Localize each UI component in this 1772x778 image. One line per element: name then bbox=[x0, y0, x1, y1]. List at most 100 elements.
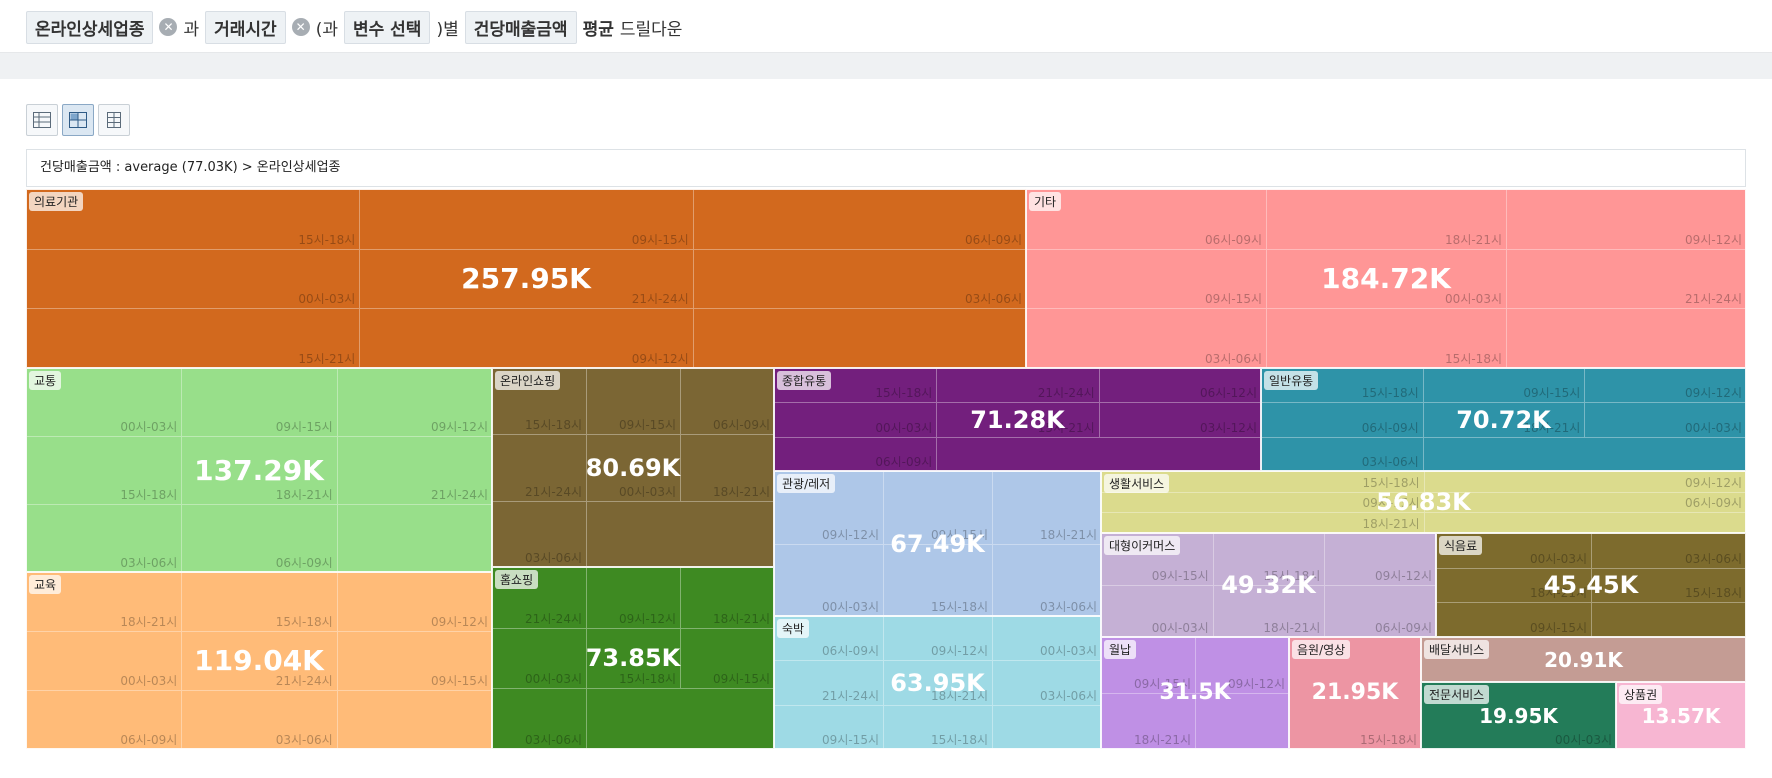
treemap-subcell[interactable]: 09시-15시 bbox=[681, 629, 773, 690]
treemap-cell-일반유통[interactable]: 15시-18시 09시-15시 09시-12시 06시-09시 18시-21시 00시-0… bbox=[1261, 368, 1746, 471]
treemap-subcell[interactable]: 03시-06시 bbox=[182, 691, 338, 748]
treemap-subcell[interactable]: 15시-18시 bbox=[775, 369, 938, 404]
treemap-subcell[interactable]: 03시-06시 bbox=[1027, 309, 1267, 367]
treemap-cell-교육[interactable]: 18시-21시 15시-18시 09시-12시 00시-03시 21시-24시 09시-1… bbox=[26, 572, 492, 749]
treemap-subcell[interactable]: 15시-18시 bbox=[1267, 309, 1507, 367]
remove-industry-icon[interactable]: ✕ bbox=[159, 18, 178, 36]
table-view-button[interactable] bbox=[26, 104, 58, 136]
treemap-subcell[interactable]: 00시-03시 bbox=[1585, 403, 1745, 438]
treemap-subcell[interactable]: 09시-12시 bbox=[884, 617, 993, 662]
treemap-subcell[interactable]: 18시-21시 bbox=[1214, 586, 1326, 636]
treemap-subcell[interactable]: 06시-09시 bbox=[775, 617, 884, 662]
treemap-subcell[interactable]: 09시-12시 bbox=[360, 309, 694, 367]
treemap-subcell[interactable]: 09시-15시 bbox=[1027, 249, 1267, 310]
treemap-cell-음원-영상[interactable]: 15시-18시 음원/영상 21.95K bbox=[1289, 637, 1421, 749]
treemap-subcell[interactable]: 18시-21시 bbox=[993, 472, 1100, 545]
treemap-cell-상품권[interactable]: 상품권 13.57K bbox=[1616, 682, 1746, 749]
treemap-subcell[interactable]: 03시-12시 bbox=[1099, 403, 1260, 438]
treemap-subcell[interactable]: 18시-21시 bbox=[884, 661, 993, 706]
treemap-subcell[interactable]: 09시-12시 bbox=[1196, 638, 1288, 694]
treemap-cell-관광-레저[interactable]: 09시-12시 09시-15시 18시-21시 00시-03시 15시-18시 03시-0… bbox=[774, 471, 1101, 616]
treemap-subcell[interactable]: 06시-09시 bbox=[1027, 190, 1267, 250]
treemap-subcell[interactable]: 21시-24시 bbox=[182, 632, 338, 691]
treemap-cell-숙박[interactable]: 06시-09시 09시-12시 00시-03시 21시-24시 18시-21시 03시-0… bbox=[774, 616, 1101, 749]
treemap-subcell[interactable]: 09시-12시 bbox=[337, 369, 491, 437]
treemap-subcell[interactable]: 21시-24시 bbox=[1507, 250, 1745, 310]
treemap-subcell[interactable]: 15시-18시 bbox=[1290, 638, 1420, 748]
treemap-subcell[interactable]: 03시-06시 bbox=[993, 661, 1100, 706]
treemap-subcell[interactable]: 21시-24시 bbox=[337, 437, 491, 505]
metric-chip[interactable]: 건당매출금액 bbox=[464, 10, 577, 44]
treemap-subcell[interactable]: 06시-09시 bbox=[775, 437, 938, 470]
treemap-subcell[interactable]: 15시-18시 bbox=[884, 705, 993, 748]
treemap-subcell[interactable]: 15시-18시 bbox=[1213, 534, 1326, 586]
treemap-subcell[interactable]: 00시-03시 bbox=[1422, 683, 1615, 748]
treemap-subcell[interactable]: 18시-21시 bbox=[1423, 403, 1586, 438]
treemap-cell-기타[interactable]: 06시-09시 18시-21시 09시-12시 09시-15시 00시-03시 21시-2… bbox=[1026, 189, 1746, 368]
treemap-subcell[interactable]: 00시-03시 bbox=[775, 544, 884, 615]
treemap-cell-식음료[interactable]: 00시-03시 03시-06시 18시-21시 15시-18시 09시-15시 식음료 45… bbox=[1436, 533, 1746, 637]
treemap-subcell[interactable]: 00시-03시 bbox=[587, 435, 681, 502]
treemap-subcell[interactable]: 15시-18시 bbox=[1592, 569, 1745, 604]
treemap-cell-생활서비스[interactable]: 15시-18시 09시-12시 09시-15시 06시-09시 18시-21시 생활서비스… bbox=[1101, 471, 1746, 533]
treemap-subcell[interactable]: 06시-09시 bbox=[693, 190, 1025, 250]
treemap-subcell[interactable]: 09시-15시 bbox=[1102, 492, 1425, 514]
treemap-subcell[interactable]: 03시-06시 bbox=[493, 501, 587, 566]
treemap-subcell[interactable]: 09시-15시 bbox=[587, 369, 681, 436]
treemap-subcell[interactable]: 18시-21시 bbox=[27, 573, 183, 632]
treemap-subcell[interactable]: 18시-21시 bbox=[1102, 513, 1425, 532]
treemap-subcell[interactable]: 18시-21시 bbox=[1437, 568, 1592, 604]
grid-view-button[interactable] bbox=[98, 104, 130, 136]
treemap-subcell[interactable]: 03시-06시 bbox=[693, 250, 1025, 310]
treemap-subcell[interactable]: 00시-03시 bbox=[27, 249, 361, 310]
treemap-cell-의료기관[interactable]: 15시-18시 09시-15시 06시-09시 00시-03시 21시-24시 03시-0… bbox=[26, 189, 1026, 368]
treemap-subcell[interactable]: 09시-12시 bbox=[337, 573, 491, 632]
variable-select-chip[interactable]: 변수 선택 bbox=[343, 10, 431, 44]
treemap-subcell[interactable]: 09시-12시 bbox=[1325, 534, 1435, 586]
treemap-subcell[interactable]: 18시-21시 bbox=[1267, 190, 1507, 250]
treemap-subcell[interactable]: 06시-09시 bbox=[681, 369, 773, 436]
treemap-subcell[interactable]: 03시-06시 bbox=[27, 505, 183, 571]
treemap-subcell[interactable]: 00시-03시 bbox=[993, 617, 1100, 662]
remove-time-icon[interactable]: ✕ bbox=[291, 18, 310, 36]
treemap-subcell[interactable]: 21시-24시 bbox=[937, 369, 1100, 404]
treemap-subcell[interactable]: 00시-03시 bbox=[27, 632, 183, 691]
treemap-subcell[interactable]: 09시-12시 bbox=[1424, 472, 1745, 493]
treemap-subcell[interactable]: 06시-09시 bbox=[182, 505, 338, 571]
treemap-subcell[interactable]: 03시-06시 bbox=[493, 689, 587, 748]
treemap-view-button[interactable] bbox=[62, 104, 94, 136]
treemap-subcell[interactable]: 09시-15시 bbox=[1437, 603, 1592, 636]
treemap-subcell[interactable]: 00시-03시 bbox=[493, 628, 587, 690]
treemap-subcell[interactable]: 09시-15시 bbox=[182, 369, 338, 437]
treemap-subcell[interactable]: 06시-09시 bbox=[1325, 586, 1435, 636]
treemap-subcell[interactable]: 18시-21시 bbox=[1102, 694, 1196, 748]
treemap-subcell[interactable]: 09시-15시 bbox=[337, 632, 491, 691]
treemap-subcell[interactable]: 15시-18시 bbox=[182, 573, 338, 632]
treemap-cell-종합유통[interactable]: 15시-18시 21시-24시 06시-12시 00시-03시 15시-21시 03시-1… bbox=[774, 368, 1261, 471]
treemap-cell-전문서비스[interactable]: 00시-03시 전문서비스 19.95K bbox=[1421, 682, 1616, 749]
treemap-subcell[interactable]: 06시-09시 bbox=[1262, 403, 1424, 438]
treemap-subcell[interactable]: 09시-15시 bbox=[775, 705, 884, 748]
treemap-cell-대형이커머스[interactable]: 09시-15시 15시-18시 09시-12시 00시-03시 18시-21시 06시-0… bbox=[1101, 533, 1436, 637]
treemap-cell-월납[interactable]: 09시-15시 09시-12시 18시-21시 월납 31.5K bbox=[1101, 637, 1289, 749]
treemap-subcell[interactable]: 09시-12시 bbox=[775, 472, 884, 545]
treemap-subcell[interactable]: 15시-18시 bbox=[1262, 369, 1424, 404]
treemap-subcell[interactable]: 09시-12시 bbox=[1507, 190, 1745, 250]
treemap-cell-온라인쇼핑[interactable]: 15시-18시 09시-15시 06시-09시 21시-24시 00시-03시 18시-2… bbox=[492, 368, 774, 567]
treemap-subcell[interactable]: 03시-06시 bbox=[1262, 437, 1424, 470]
treemap-subcell[interactable]: 09시-15시 bbox=[360, 190, 694, 250]
treemap-subcell[interactable]: 18시-21시 bbox=[182, 437, 338, 505]
treemap-subcell[interactable]: 09시-12시 bbox=[587, 568, 681, 629]
treemap-subcell[interactable]: 00시-03시 bbox=[27, 369, 183, 437]
treemap-subcell[interactable]: 06시-09시 bbox=[1424, 493, 1745, 514]
treemap-subcell[interactable]: 00시-03시 bbox=[775, 403, 938, 438]
treemap-subcell[interactable]: 21시-24시 bbox=[775, 661, 884, 706]
treemap-subcell[interactable]: 18시-21시 bbox=[681, 435, 773, 502]
treemap-subcell[interactable]: 15시-21시 bbox=[27, 309, 361, 367]
treemap-subcell[interactable]: 15시-21시 bbox=[937, 403, 1100, 438]
treemap-cell-홈쇼핑[interactable]: 21시-24시 09시-12시 18시-21시 00시-03시 15시-18시 09시-1… bbox=[492, 567, 774, 749]
treemap-subcell[interactable]: 06시-12시 bbox=[1099, 369, 1260, 404]
treemap-subcell[interactable]: 15시-18시 bbox=[493, 369, 587, 436]
treemap-subcell[interactable]: 21시-24시 bbox=[360, 249, 694, 310]
treemap-subcell[interactable]: 21시-24시 bbox=[493, 435, 587, 502]
